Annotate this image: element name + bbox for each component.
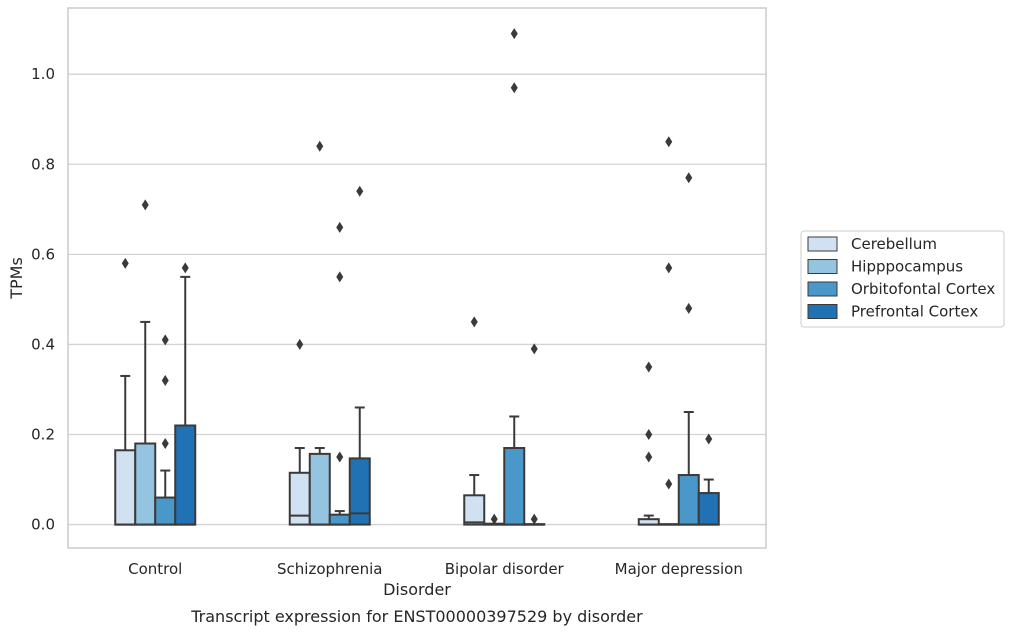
- x-tick-label: Schizophrenia: [277, 560, 382, 578]
- box-rect: [134, 442, 157, 526]
- x-tick-label: Control: [128, 560, 182, 578]
- outlier-marker: [645, 429, 653, 441]
- outlier-marker: [665, 478, 673, 490]
- outlier-marker: [316, 140, 324, 152]
- y-tick-label: 1.0: [31, 65, 55, 83]
- y-tick-label: 0.4: [31, 335, 55, 353]
- gridlines: [68, 73, 766, 526]
- x-tick-labels: Control Schizophrenia Bipolar disorder Majo…: [128, 560, 743, 578]
- box-2-1: [328, 510, 351, 526]
- outlier-marker: [181, 262, 189, 274]
- y-axis-label: TPMs: [7, 257, 26, 300]
- legend-label: Prefrontal Cortex: [851, 303, 978, 321]
- x-axis-label: Disorder: [383, 580, 451, 599]
- outlier-marker: [296, 338, 304, 350]
- outlier-marker: [161, 374, 169, 386]
- box-0-3: [637, 514, 660, 526]
- box-1-3: [657, 523, 680, 526]
- outlier-points: [121, 28, 713, 525]
- x-tick-label: Major depression: [615, 560, 743, 578]
- box-rect: [328, 513, 351, 526]
- outlier-marker: [530, 343, 538, 355]
- y-tick-label: 0.0: [31, 516, 55, 534]
- box-2-0: [154, 469, 177, 526]
- outlier-marker: [530, 513, 538, 525]
- box-rect: [677, 474, 700, 526]
- box-groups: [114, 275, 720, 526]
- box-3-0: [174, 275, 197, 526]
- outlier-marker: [510, 82, 518, 94]
- box-1-0: [134, 320, 157, 526]
- box-rect: [697, 492, 720, 526]
- outlier-marker: [645, 361, 653, 373]
- outlier-marker: [685, 302, 693, 314]
- outlier-marker: [665, 136, 673, 148]
- box-3-1: [348, 406, 371, 526]
- legend-swatch: [807, 281, 838, 297]
- y-tick-label: 0.2: [31, 426, 55, 444]
- outlier-marker: [665, 262, 673, 274]
- box-2-3: [677, 410, 700, 526]
- box-0-1: [288, 447, 311, 526]
- box-rect: [348, 457, 371, 526]
- outlier-marker: [510, 28, 518, 40]
- box-rect: [503, 447, 526, 526]
- legend-label: Orbitofontal Cortex: [851, 280, 995, 298]
- legend-swatch: [807, 304, 838, 319]
- box-0-0: [114, 374, 137, 526]
- box-rect: [463, 494, 486, 526]
- outlier-marker: [336, 221, 344, 233]
- legend: Cerebellum Hipppocampus Orbitofontal Corte…: [800, 230, 1005, 328]
- outlier-marker: [161, 334, 169, 346]
- outlier-marker: [336, 451, 344, 463]
- legend-swatch: [807, 236, 838, 252]
- box-2-2: [503, 415, 526, 526]
- legend-swatch: [807, 259, 838, 274]
- chart-caption: Transcript expression for ENST0000039752…: [190, 607, 643, 626]
- box-rect: [174, 424, 197, 526]
- box-rect: [288, 471, 311, 526]
- outlier-marker: [336, 271, 344, 283]
- outlier-marker: [121, 257, 129, 269]
- legend-frame: [800, 230, 1005, 328]
- box-rect: [308, 452, 331, 526]
- box-rect: [154, 496, 177, 526]
- outlier-marker: [161, 438, 169, 450]
- plot-area-frame: [67, 7, 767, 549]
- box-rect: [114, 449, 137, 526]
- legend-label: Hipppocampus: [851, 258, 963, 276]
- box-3-3: [697, 478, 720, 526]
- outlier-marker: [685, 172, 693, 184]
- outlier-marker: [141, 199, 149, 211]
- outlier-marker: [645, 451, 653, 463]
- outlier-marker: [356, 185, 364, 197]
- box-1-1: [308, 447, 331, 526]
- outlier-marker: [470, 316, 478, 328]
- y-tick-label: 0.8: [31, 155, 55, 173]
- legend-label: Cerebellum: [851, 235, 937, 253]
- box-0-2: [463, 474, 486, 526]
- x-tick-label: Bipolar disorder: [445, 560, 565, 578]
- outlier-marker: [705, 433, 713, 445]
- outlier-marker: [490, 513, 498, 525]
- y-tick-label: 0.6: [31, 245, 55, 263]
- y-tick-labels: 0.0 0.2 0.4 0.6 0.8 1.0: [31, 65, 55, 533]
